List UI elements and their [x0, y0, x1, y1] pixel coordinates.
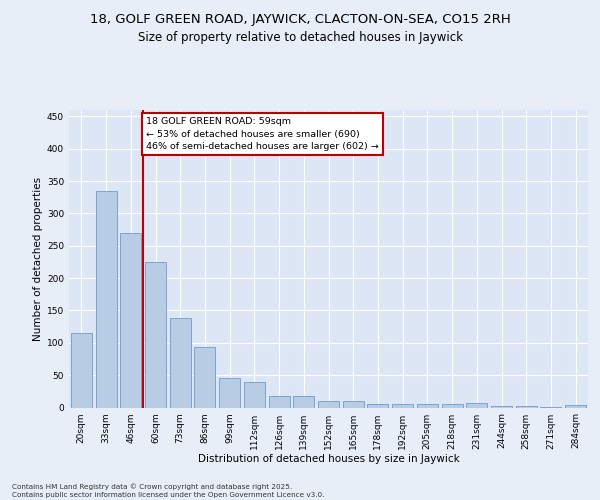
Bar — [442, 404, 463, 407]
Bar — [219, 378, 240, 408]
Text: Size of property relative to detached houses in Jaywick: Size of property relative to detached ho… — [137, 31, 463, 44]
Bar — [466, 403, 487, 407]
Bar — [541, 407, 562, 408]
Y-axis label: Number of detached properties: Number of detached properties — [33, 176, 43, 341]
Bar — [170, 318, 191, 408]
Bar — [269, 396, 290, 407]
Bar — [417, 404, 438, 407]
Bar — [194, 348, 215, 408]
Bar — [145, 262, 166, 408]
Bar — [343, 401, 364, 407]
Bar — [120, 233, 141, 408]
Bar — [392, 404, 413, 407]
Bar — [293, 396, 314, 407]
Bar — [71, 333, 92, 407]
Bar — [565, 405, 586, 407]
X-axis label: Distribution of detached houses by size in Jaywick: Distribution of detached houses by size … — [197, 454, 460, 464]
Bar — [318, 401, 339, 407]
Text: 18 GOLF GREEN ROAD: 59sqm
← 53% of detached houses are smaller (690)
46% of semi: 18 GOLF GREEN ROAD: 59sqm ← 53% of detac… — [146, 117, 379, 151]
Bar — [244, 382, 265, 407]
Bar — [491, 406, 512, 407]
Text: 18, GOLF GREEN ROAD, JAYWICK, CLACTON-ON-SEA, CO15 2RH: 18, GOLF GREEN ROAD, JAYWICK, CLACTON-ON… — [89, 12, 511, 26]
Text: Contains HM Land Registry data © Crown copyright and database right 2025.
Contai: Contains HM Land Registry data © Crown c… — [12, 484, 325, 498]
Bar — [95, 191, 116, 408]
Bar — [516, 406, 537, 407]
Bar — [367, 404, 388, 407]
